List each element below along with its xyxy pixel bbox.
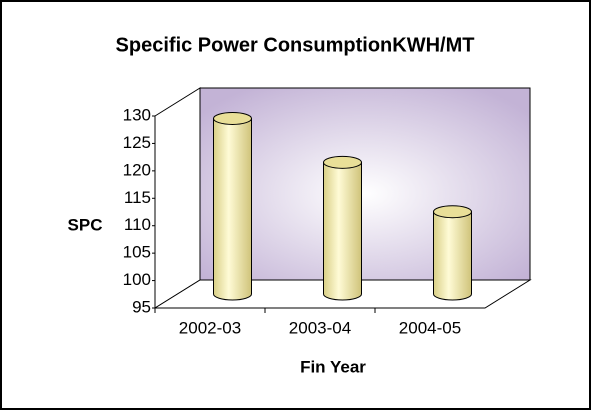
x-axis-label: Fin Year: [300, 357, 366, 376]
x-tick-label: 2004-05: [399, 318, 461, 337]
y-tick-label: 100: [123, 270, 151, 289]
side-wall: [154, 87, 201, 309]
y-tick-label: 120: [123, 160, 151, 179]
y-tick-label: 115: [124, 188, 151, 207]
y-tick-label: 105: [123, 243, 151, 262]
cylinder: [213, 117, 252, 301]
chart-title: Specific Power ConsumptionKWH/MT: [116, 34, 475, 56]
cylinder-top: [433, 205, 472, 219]
cylinder-top: [213, 111, 252, 125]
y-tick-label: 110: [124, 215, 151, 234]
x-tick-label: 2002-03: [179, 318, 241, 337]
y-tick-label: 125: [123, 133, 151, 152]
y-tick-label: 130: [123, 105, 151, 124]
y-axis-label: SPC: [68, 215, 103, 234]
y-tick-label: 95: [132, 297, 151, 316]
cylinder: [323, 161, 362, 301]
cylinder-top: [323, 155, 362, 169]
x-tick-label: 2003-04: [289, 318, 351, 337]
cylinder: [433, 211, 472, 301]
